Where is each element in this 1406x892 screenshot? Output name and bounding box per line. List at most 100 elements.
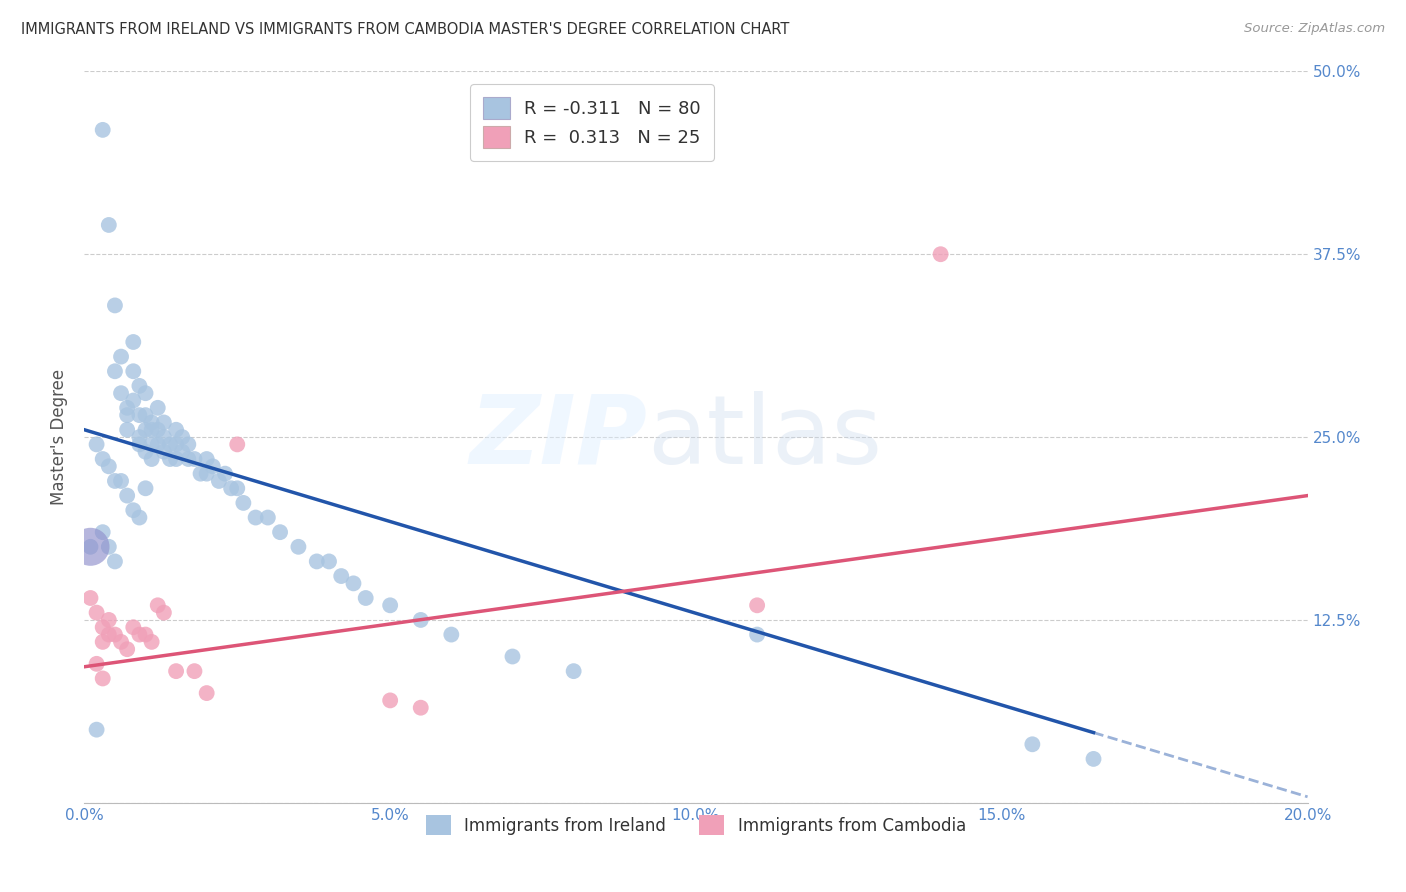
Point: [86, 657, 108, 671]
Point: [135, 444, 157, 458]
Point: [208, 474, 231, 488]
Point: [97, 218, 120, 232]
Point: [214, 467, 236, 481]
Point: [135, 627, 157, 641]
Point: [153, 444, 176, 458]
Point: [104, 554, 127, 568]
Legend: Immigrants from Ireland, Immigrants from Cambodia: Immigrants from Ireland, Immigrants from…: [419, 808, 973, 842]
Point: [330, 569, 353, 583]
Point: [104, 474, 127, 488]
Point: [159, 452, 181, 467]
Text: Source: ZipAtlas.com: Source: ZipAtlas.com: [1244, 22, 1385, 36]
Point: [245, 510, 267, 524]
Point: [409, 613, 432, 627]
Point: [165, 423, 187, 437]
Point: [86, 723, 108, 737]
Point: [440, 627, 463, 641]
Point: [342, 576, 364, 591]
Point: [1083, 752, 1105, 766]
Point: [226, 481, 249, 495]
Point: [172, 444, 194, 458]
Point: [165, 452, 187, 467]
Point: [929, 247, 952, 261]
Point: [97, 459, 120, 474]
Point: [318, 554, 340, 568]
Point: [122, 364, 145, 378]
Point: [141, 452, 163, 467]
Point: [153, 416, 176, 430]
Point: [177, 452, 200, 467]
Point: [195, 452, 218, 467]
Point: [153, 606, 176, 620]
Point: [115, 401, 138, 415]
Point: [172, 430, 194, 444]
Point: [409, 700, 432, 714]
Text: atlas: atlas: [647, 391, 882, 483]
Point: [128, 408, 150, 422]
Point: [104, 364, 127, 378]
Point: [183, 452, 205, 467]
Point: [91, 525, 114, 540]
Point: [97, 540, 120, 554]
Point: [115, 408, 138, 422]
Point: [380, 693, 402, 707]
Point: [287, 540, 309, 554]
Point: [562, 664, 585, 678]
Point: [86, 437, 108, 451]
Point: [195, 467, 218, 481]
Point: [110, 635, 132, 649]
Point: [146, 599, 169, 613]
Point: [1021, 737, 1043, 751]
Point: [135, 423, 157, 437]
Point: [177, 437, 200, 451]
Point: [122, 620, 145, 634]
Point: [79, 540, 101, 554]
Text: IMMIGRANTS FROM IRELAND VS IMMIGRANTS FROM CAMBODIA MASTER'S DEGREE CORRELATION : IMMIGRANTS FROM IRELAND VS IMMIGRANTS FR…: [21, 22, 789, 37]
Point: [91, 620, 114, 634]
Point: [128, 379, 150, 393]
Point: [141, 416, 163, 430]
Point: [257, 510, 280, 524]
Point: [305, 554, 328, 568]
Point: [97, 627, 120, 641]
Point: [128, 510, 150, 524]
Point: [183, 664, 205, 678]
Point: [141, 635, 163, 649]
Point: [219, 481, 242, 495]
Point: [201, 459, 224, 474]
Point: [97, 613, 120, 627]
Point: [122, 503, 145, 517]
Point: [380, 599, 402, 613]
Point: [226, 437, 249, 451]
Point: [232, 496, 254, 510]
Point: [502, 649, 524, 664]
Point: [104, 298, 127, 312]
Point: [86, 606, 108, 620]
Point: [91, 635, 114, 649]
Point: [146, 401, 169, 415]
Point: [146, 437, 169, 451]
Point: [79, 591, 101, 605]
Point: [135, 408, 157, 422]
Point: [747, 627, 769, 641]
Point: [165, 437, 187, 451]
Point: [91, 123, 114, 137]
Point: [110, 474, 132, 488]
Point: [141, 423, 163, 437]
Point: [747, 599, 769, 613]
Point: [115, 642, 138, 657]
Point: [141, 437, 163, 451]
Point: [91, 452, 114, 467]
Y-axis label: Master's Degree: Master's Degree: [51, 369, 69, 505]
Point: [79, 540, 101, 554]
Point: [122, 334, 145, 349]
Point: [110, 350, 132, 364]
Point: [165, 664, 187, 678]
Point: [91, 672, 114, 686]
Point: [115, 489, 138, 503]
Point: [128, 627, 150, 641]
Point: [128, 437, 150, 451]
Point: [195, 686, 218, 700]
Point: [104, 627, 127, 641]
Point: [146, 423, 169, 437]
